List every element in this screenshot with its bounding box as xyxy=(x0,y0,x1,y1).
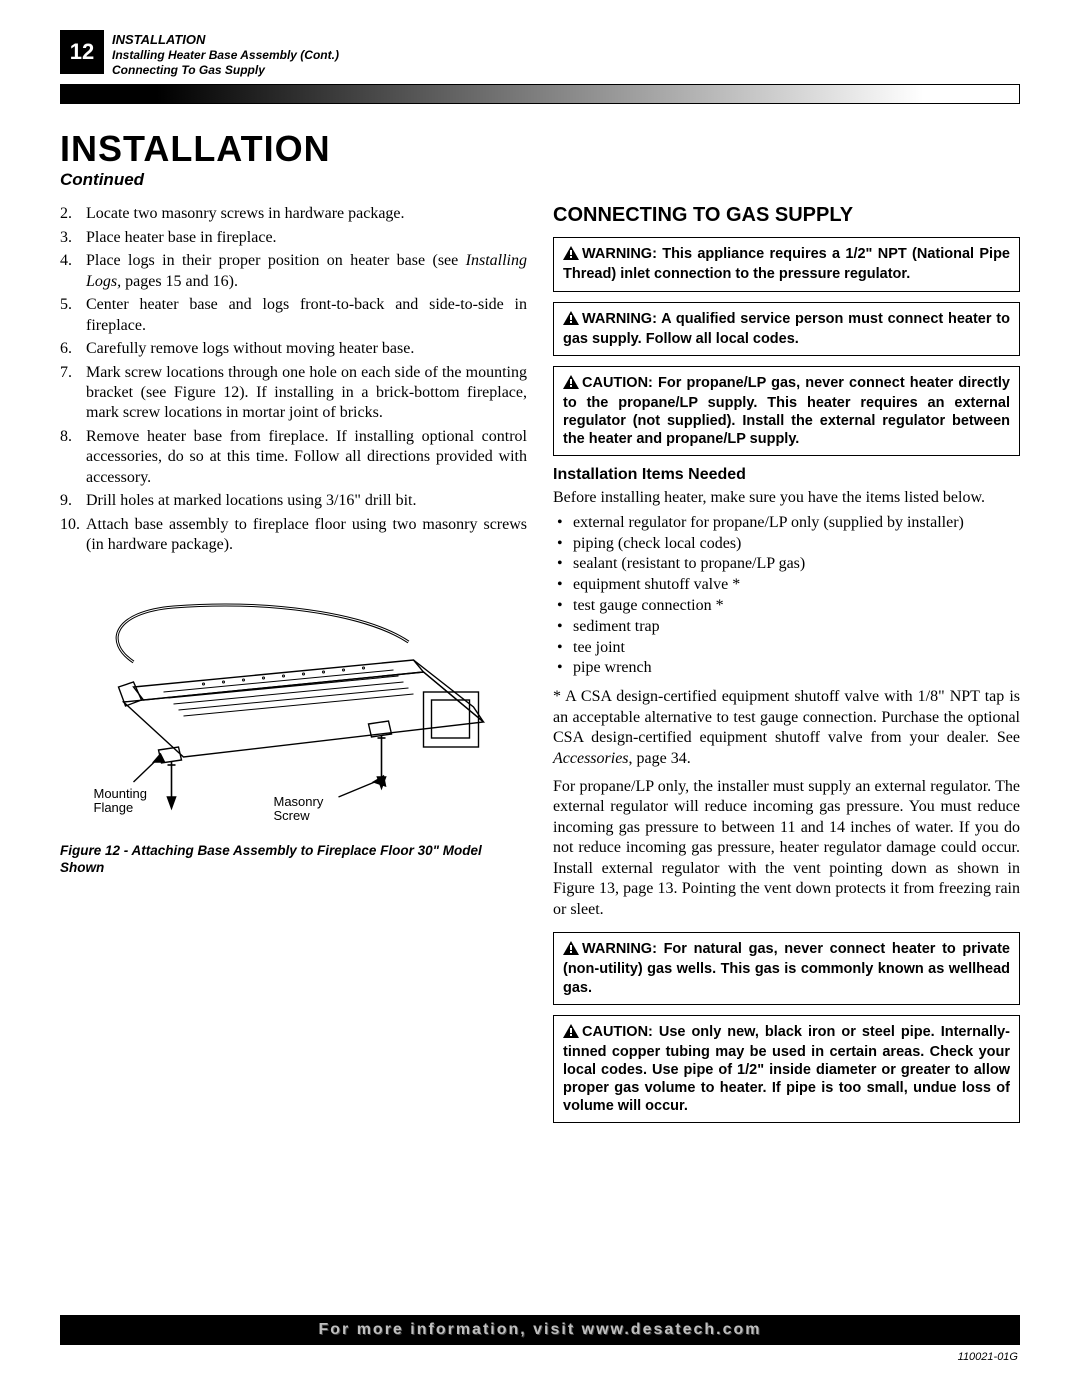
section-heading-gas: CONNECTING TO GAS SUPPLY xyxy=(553,204,1020,227)
caution-box-1: CAUTION: For propane/LP gas, never conne… xyxy=(553,366,1020,457)
step-item: 2.Locate two masonry screws in hardware … xyxy=(60,204,527,224)
footnote-star: * A CSA design-certified equipment shuto… xyxy=(553,687,1020,769)
continued-label: Continued xyxy=(60,170,1020,190)
list-item: •sediment trap xyxy=(553,617,1020,638)
warning-icon xyxy=(563,941,579,960)
step-item: 10.Attach base assembly to fireplace flo… xyxy=(60,515,527,556)
step-item: 7.Mark screw locations through one hole … xyxy=(60,363,527,424)
header-sub1: Installing Heater Base Assembly (Cont.) xyxy=(112,48,339,63)
lp-paragraph: For propane/LP only, the installer must … xyxy=(553,777,1020,920)
list-item: •external regulator for propane/LP only … xyxy=(553,513,1020,534)
svg-text:Mounting: Mounting xyxy=(94,786,147,801)
warning-icon xyxy=(563,1024,579,1043)
caution-box-2: CAUTION: Use only new, black iron or ste… xyxy=(553,1015,1020,1124)
warning-icon xyxy=(563,246,579,265)
header-breadcrumb: INSTALLATION Installing Heater Base Asse… xyxy=(112,30,339,78)
right-column: CONNECTING TO GAS SUPPLY WARNING: This a… xyxy=(553,204,1020,1133)
warning-icon xyxy=(563,311,579,330)
svg-text:Screw: Screw xyxy=(274,808,311,823)
figure-caption: Figure 12 - Attaching Base Assembly to F… xyxy=(60,843,527,877)
warning-box-2: WARNING: A qualified service person must… xyxy=(553,302,1020,356)
items-needed-heading: Installation Items Needed xyxy=(553,466,1020,484)
warning-box-1: WARNING: This appliance requires a 1/2" … xyxy=(553,237,1020,291)
page-title: INSTALLATION xyxy=(60,128,1020,170)
step-list: 2.Locate two masonry screws in hardware … xyxy=(60,204,527,556)
svg-text:Masonry: Masonry xyxy=(274,794,324,809)
document-code: 110021-01G xyxy=(958,1351,1018,1363)
step-item: 4.Place logs in their proper position on… xyxy=(60,251,527,292)
step-item: 6.Carefully remove logs without moving h… xyxy=(60,339,527,359)
step-item: 5.Center heater base and logs front-to-b… xyxy=(60,295,527,336)
svg-text:Flange: Flange xyxy=(94,800,134,815)
figure-12: Mounting Flange Masonry Screw Figure 12 … xyxy=(60,572,527,877)
warning-icon xyxy=(563,375,579,394)
page-number-badge: 12 xyxy=(60,30,104,74)
list-item: •equipment shutoff valve * xyxy=(553,575,1020,596)
items-intro: Before installing heater, make sure you … xyxy=(553,488,1020,508)
left-column: 2.Locate two masonry screws in hardware … xyxy=(60,204,527,1133)
list-item: •test gauge connection * xyxy=(553,596,1020,617)
warning-box-3: WARNING: For natural gas, never connect … xyxy=(553,932,1020,1004)
list-item: •sealant (resistant to propane/LP gas) xyxy=(553,554,1020,575)
header-category: INSTALLATION xyxy=(112,32,339,48)
page-header: 12 INSTALLATION Installing Heater Base A… xyxy=(60,30,1020,78)
step-item: 9.Drill holes at marked locations using … xyxy=(60,491,527,511)
header-sub2: Connecting To Gas Supply xyxy=(112,63,339,78)
list-item: •piping (check local codes) xyxy=(553,534,1020,555)
items-list: •external regulator for propane/LP only … xyxy=(553,513,1020,679)
header-gradient-bar xyxy=(60,84,1020,104)
figure-illustration: Mounting Flange Masonry Screw xyxy=(60,572,527,832)
footer-bar: For more information, visit www.desatech… xyxy=(60,1315,1020,1345)
step-item: 3.Place heater base in fireplace. xyxy=(60,228,527,248)
step-item: 8.Remove heater base from fireplace. If … xyxy=(60,427,527,488)
list-item: •pipe wrench xyxy=(553,658,1020,679)
list-item: •tee joint xyxy=(553,638,1020,659)
